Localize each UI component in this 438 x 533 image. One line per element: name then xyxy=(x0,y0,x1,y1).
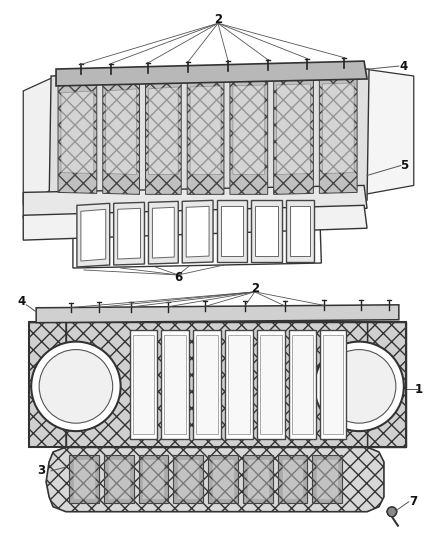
Text: 7: 7 xyxy=(410,495,418,508)
Text: 3: 3 xyxy=(37,464,45,478)
Polygon shape xyxy=(81,209,106,261)
Text: 4: 4 xyxy=(17,295,25,308)
Polygon shape xyxy=(108,459,130,499)
Polygon shape xyxy=(316,459,338,499)
Polygon shape xyxy=(23,76,59,205)
Circle shape xyxy=(314,342,404,431)
Polygon shape xyxy=(323,335,343,434)
Polygon shape xyxy=(286,200,314,262)
Polygon shape xyxy=(257,330,285,439)
Polygon shape xyxy=(278,455,307,503)
Polygon shape xyxy=(212,459,234,499)
Polygon shape xyxy=(130,330,157,439)
Polygon shape xyxy=(187,76,224,195)
Polygon shape xyxy=(138,455,168,503)
Polygon shape xyxy=(208,455,238,503)
Polygon shape xyxy=(148,87,178,174)
Polygon shape xyxy=(255,206,278,256)
Polygon shape xyxy=(106,89,137,174)
Polygon shape xyxy=(29,322,66,447)
Polygon shape xyxy=(359,69,414,196)
Polygon shape xyxy=(118,208,141,259)
Polygon shape xyxy=(228,335,250,434)
Polygon shape xyxy=(161,330,189,439)
Circle shape xyxy=(387,507,397,516)
Polygon shape xyxy=(173,455,203,503)
Polygon shape xyxy=(230,75,268,195)
Polygon shape xyxy=(36,305,399,322)
Polygon shape xyxy=(190,86,221,174)
Polygon shape xyxy=(77,203,110,267)
Polygon shape xyxy=(142,459,164,499)
Polygon shape xyxy=(251,200,282,262)
Polygon shape xyxy=(290,206,311,256)
Polygon shape xyxy=(193,330,221,439)
Polygon shape xyxy=(145,77,181,195)
Polygon shape xyxy=(58,81,97,193)
Polygon shape xyxy=(247,459,268,499)
Text: 5: 5 xyxy=(400,159,408,172)
Circle shape xyxy=(39,350,113,423)
Polygon shape xyxy=(196,335,218,434)
Text: 2: 2 xyxy=(214,13,222,26)
Polygon shape xyxy=(69,455,99,503)
Polygon shape xyxy=(186,206,209,257)
Polygon shape xyxy=(23,185,367,218)
Polygon shape xyxy=(322,83,354,173)
Text: 6: 6 xyxy=(174,271,182,285)
Polygon shape xyxy=(152,207,174,258)
Polygon shape xyxy=(46,447,384,512)
Polygon shape xyxy=(277,84,311,174)
Polygon shape xyxy=(133,335,155,434)
Polygon shape xyxy=(274,74,314,195)
Polygon shape xyxy=(182,200,213,263)
Polygon shape xyxy=(319,73,357,193)
Polygon shape xyxy=(66,322,367,447)
Polygon shape xyxy=(243,455,273,503)
Polygon shape xyxy=(103,79,140,195)
Polygon shape xyxy=(233,85,265,174)
Circle shape xyxy=(322,350,396,423)
Polygon shape xyxy=(312,455,342,503)
Polygon shape xyxy=(73,459,95,499)
Circle shape xyxy=(31,342,120,431)
Polygon shape xyxy=(260,335,282,434)
Text: 2: 2 xyxy=(251,282,259,295)
Polygon shape xyxy=(292,335,314,434)
Polygon shape xyxy=(289,330,316,439)
Polygon shape xyxy=(282,459,304,499)
Polygon shape xyxy=(225,330,253,439)
Polygon shape xyxy=(56,61,367,86)
Polygon shape xyxy=(23,205,367,240)
Polygon shape xyxy=(49,69,369,205)
Polygon shape xyxy=(148,201,178,264)
Text: 4: 4 xyxy=(400,60,408,72)
Polygon shape xyxy=(164,335,186,434)
Polygon shape xyxy=(217,200,247,262)
Polygon shape xyxy=(320,330,346,439)
Polygon shape xyxy=(367,322,406,447)
Text: 1: 1 xyxy=(415,383,423,396)
Polygon shape xyxy=(61,91,94,173)
Polygon shape xyxy=(114,203,145,265)
Polygon shape xyxy=(177,459,199,499)
Polygon shape xyxy=(221,206,243,256)
Polygon shape xyxy=(104,455,134,503)
